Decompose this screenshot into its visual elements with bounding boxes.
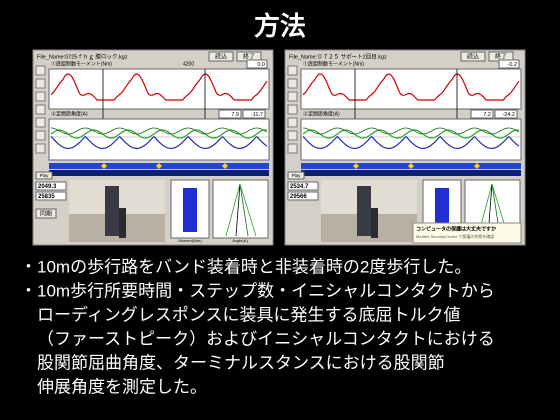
button[interactable] <box>208 51 234 62</box>
button-label: 読込 <box>467 52 479 60</box>
slider-marker <box>156 163 162 169</box>
value-box <box>498 59 520 69</box>
side-button[interactable] <box>287 91 298 102</box>
screenshot: File_Name:0725ｆｈｇ 膝ロック.kgz 読込 終了 ①底屈制動モーメント… <box>32 49 274 246</box>
angle-curve <box>302 129 520 139</box>
slide-title: 方法 <box>254 11 306 41</box>
file-name: File_Name:０７２５ サポート2回目.kgz <box>289 53 387 60</box>
popup-title: コンピュータの保護は大丈夫ですか <box>416 225 496 232</box>
angle-curve <box>51 127 268 135</box>
slider-marker <box>408 163 414 169</box>
button-label: 終了 <box>495 52 507 60</box>
bullet-line: ・10m歩行所要時間・ステップ数・イニシャルコンタクトから <box>20 281 495 300</box>
person-leg <box>119 208 126 238</box>
value-box <box>246 59 268 69</box>
moment-box: 0.0 <box>257 62 265 68</box>
angle-box: -11.7 <box>251 112 263 118</box>
slider <box>49 170 269 176</box>
person <box>105 186 119 236</box>
graph <box>300 68 522 110</box>
slider-marker <box>474 163 480 169</box>
side-button[interactable] <box>287 130 298 141</box>
angle-ray <box>239 183 249 237</box>
side-button[interactable] <box>35 78 46 89</box>
counter: 25835 <box>38 194 55 200</box>
angle-label: ②足関節角度(A) <box>303 110 340 117</box>
bullet-line: （ファーストピーク）およびイニシャルコンタクトにおける <box>37 329 495 348</box>
graph <box>48 68 270 110</box>
side-button[interactable] <box>35 130 46 141</box>
play-label: Play <box>40 173 50 178</box>
person-leg <box>371 208 378 238</box>
counter-box <box>287 181 319 191</box>
moment-axis: Moment(Nm) <box>178 238 202 243</box>
side-button[interactable] <box>35 143 46 154</box>
side-button[interactable] <box>35 65 46 76</box>
value-box <box>242 109 266 119</box>
angle-box: 7.2 <box>483 112 491 118</box>
counter: 2534.7 <box>290 184 309 190</box>
graph <box>48 118 270 161</box>
moment-label: ①底屈制動モーメント(Nm) <box>303 60 364 67</box>
moment-value: 4200 <box>183 61 194 67</box>
sync-button[interactable] <box>35 208 57 219</box>
angle-axis: Angle(A) <box>232 238 248 243</box>
value-box <box>470 109 494 119</box>
screenshot: File_Name:０７２５ サポート2回目.kgz 読込 終了 ①底屈制動モーメント… <box>284 49 526 246</box>
counter-box <box>35 181 67 191</box>
play-button[interactable] <box>35 171 53 180</box>
angle-curve <box>303 127 520 135</box>
angle-curve <box>50 135 268 149</box>
popup-text: McAfee SecurityCenter で保護の状態を確認 <box>416 233 494 239</box>
angle-label: ②足関節角度(A) <box>51 110 88 117</box>
side-button[interactable] <box>35 104 46 115</box>
bullet-line: 伸展角度を測定した。 <box>37 377 207 396</box>
bullet-line: ローディングレスポンスに装具に発生する底屈トルク値 <box>37 304 460 324</box>
angle-ray <box>225 183 241 237</box>
counter-box <box>287 191 319 201</box>
side-button[interactable] <box>35 117 46 128</box>
counter: 29566 <box>290 194 307 200</box>
counter-box <box>35 191 67 201</box>
side-button[interactable] <box>35 91 46 102</box>
side-button[interactable] <box>287 143 298 154</box>
angle-ray <box>239 183 257 237</box>
moment-curve <box>302 73 520 101</box>
bullet-line: ・10mの歩行路をバンド装着時と非装着時の2度歩行した。 <box>20 257 471 276</box>
button[interactable] <box>460 51 486 62</box>
popup <box>412 222 522 244</box>
bullet-line: 股関節屈曲角度、ターミナルスタンスにおける股関節 <box>37 353 445 372</box>
angle-box: -24.2 <box>502 112 515 118</box>
side-button[interactable] <box>287 65 298 76</box>
sync-label: 同期 <box>40 209 52 217</box>
slider-marker <box>101 163 107 169</box>
angle-ray <box>235 183 241 237</box>
slider-marker <box>222 163 228 169</box>
counter: 2049.3 <box>38 184 57 190</box>
slider-marker <box>353 163 359 169</box>
angle-curve <box>50 129 268 139</box>
angle-box: 7.9 <box>231 112 239 118</box>
play-label: Play <box>292 173 302 178</box>
play-button[interactable] <box>287 171 305 180</box>
bar <box>435 188 449 232</box>
bar <box>183 188 197 232</box>
slider <box>301 170 521 176</box>
moment-curve <box>50 73 268 101</box>
side-button[interactable] <box>287 104 298 115</box>
file-name: File_Name:0725ｆｈｇ 膝ロック.kgz <box>37 52 128 60</box>
angle-curve <box>302 135 520 149</box>
value-box <box>218 109 242 119</box>
side-button[interactable] <box>287 78 298 89</box>
moment-box: -0.2 <box>508 62 517 68</box>
graph <box>300 118 522 161</box>
value-box <box>494 109 518 119</box>
person <box>357 186 371 236</box>
moment-label: ①底屈制動モーメント(Nm) <box>51 60 112 67</box>
side-button[interactable] <box>287 117 298 128</box>
button-label: 終了 <box>243 52 255 60</box>
button-label: 読込 <box>215 52 227 60</box>
